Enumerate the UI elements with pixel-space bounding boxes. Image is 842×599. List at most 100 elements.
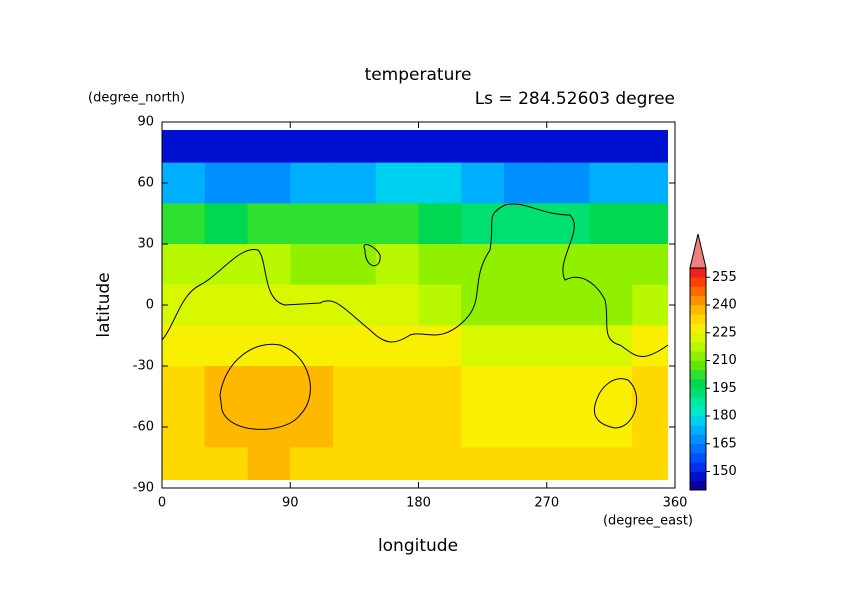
cell	[546, 284, 590, 326]
y-tick-label: 60	[137, 176, 154, 191]
cell	[290, 325, 334, 367]
colorbar-swatch	[690, 351, 706, 361]
colorbar-swatch	[690, 277, 706, 287]
cell	[632, 130, 668, 164]
colorbar-swatch	[690, 434, 706, 445]
chart-title: temperature	[365, 65, 472, 85]
cell	[418, 244, 462, 286]
colorbar-swatch	[690, 295, 706, 306]
cell	[247, 406, 291, 448]
cell	[632, 406, 668, 448]
cell	[162, 162, 206, 204]
y-tick-label: 0	[146, 298, 154, 313]
colorbar-tick-label: 240	[712, 298, 737, 313]
colorbar-tick-label: 150	[712, 464, 737, 479]
cell	[504, 406, 548, 448]
cell	[333, 366, 377, 408]
colorbar-tick-label: 165	[712, 436, 737, 451]
cell	[632, 203, 668, 245]
cell	[290, 130, 334, 164]
cell	[247, 325, 291, 367]
y-axis-label: latitude	[94, 272, 114, 337]
y-tick-label: 30	[137, 237, 154, 252]
cell	[333, 203, 377, 245]
y-unit: (degree_north)	[88, 91, 185, 106]
cell	[461, 325, 505, 367]
cell	[333, 325, 377, 367]
cell	[204, 203, 248, 245]
colorbar-swatch	[690, 453, 706, 463]
cell	[632, 244, 668, 286]
cell	[290, 162, 334, 204]
cell	[632, 284, 668, 326]
y-tick-label: -90	[133, 481, 154, 496]
cell	[247, 366, 291, 408]
cell	[504, 162, 548, 204]
cell	[589, 203, 633, 245]
colorbar-swatch	[690, 480, 706, 491]
cell	[589, 447, 633, 480]
y-tick-label: 90	[137, 115, 154, 130]
cell	[504, 284, 548, 326]
x-axis-label: longitude	[378, 536, 458, 556]
cell	[461, 406, 505, 448]
x-tick-label: 180	[406, 496, 431, 511]
cell	[589, 284, 633, 326]
colorbar-tick-label: 255	[712, 270, 737, 285]
cell	[204, 284, 248, 326]
colorbar-swatch	[690, 369, 706, 380]
cell	[333, 130, 377, 164]
cell	[632, 162, 668, 204]
colorbar-swatch	[690, 443, 706, 454]
cell	[162, 366, 206, 408]
cell	[162, 447, 206, 480]
cell	[504, 366, 548, 408]
colorbar-swatch	[690, 268, 706, 278]
cell	[162, 284, 206, 326]
colorbar-swatch	[690, 397, 706, 408]
cell	[333, 162, 377, 204]
cell	[504, 244, 548, 286]
cell	[204, 325, 248, 367]
cell	[247, 284, 291, 326]
colorbar-swatch	[690, 323, 706, 334]
colorbar-swatch	[690, 406, 706, 417]
x-tick-label: 0	[158, 496, 166, 511]
cell	[589, 130, 633, 164]
contour-line	[593, 378, 638, 429]
cell	[504, 447, 548, 480]
cell	[632, 447, 668, 480]
colorbar-swatch	[690, 388, 706, 398]
cell	[375, 203, 419, 245]
cell	[247, 244, 291, 286]
cell	[461, 130, 505, 164]
x-unit: (degree_east)	[603, 514, 693, 529]
cell	[504, 130, 548, 164]
y-tick-label: -30	[133, 359, 154, 374]
cell	[162, 203, 206, 245]
cell	[290, 244, 334, 286]
x-tick-label: 360	[663, 496, 688, 511]
cell	[461, 366, 505, 408]
cell	[418, 203, 462, 245]
cell	[375, 130, 419, 164]
cell	[375, 162, 419, 204]
cell	[461, 284, 505, 326]
colorbar-swatch	[690, 462, 706, 472]
colorbar-swatch	[690, 305, 706, 315]
cell	[546, 162, 590, 204]
cell	[632, 366, 668, 408]
cell	[290, 447, 334, 480]
colorbar-swatch	[690, 314, 706, 324]
cell	[418, 325, 462, 367]
cell	[333, 447, 377, 480]
colorbar-swatch	[690, 360, 706, 371]
colorbar-swatch	[690, 471, 706, 482]
cell	[546, 406, 590, 448]
cell	[204, 366, 248, 408]
cell	[589, 162, 633, 204]
cell	[375, 284, 419, 326]
cell	[546, 203, 590, 245]
cell	[375, 244, 419, 286]
